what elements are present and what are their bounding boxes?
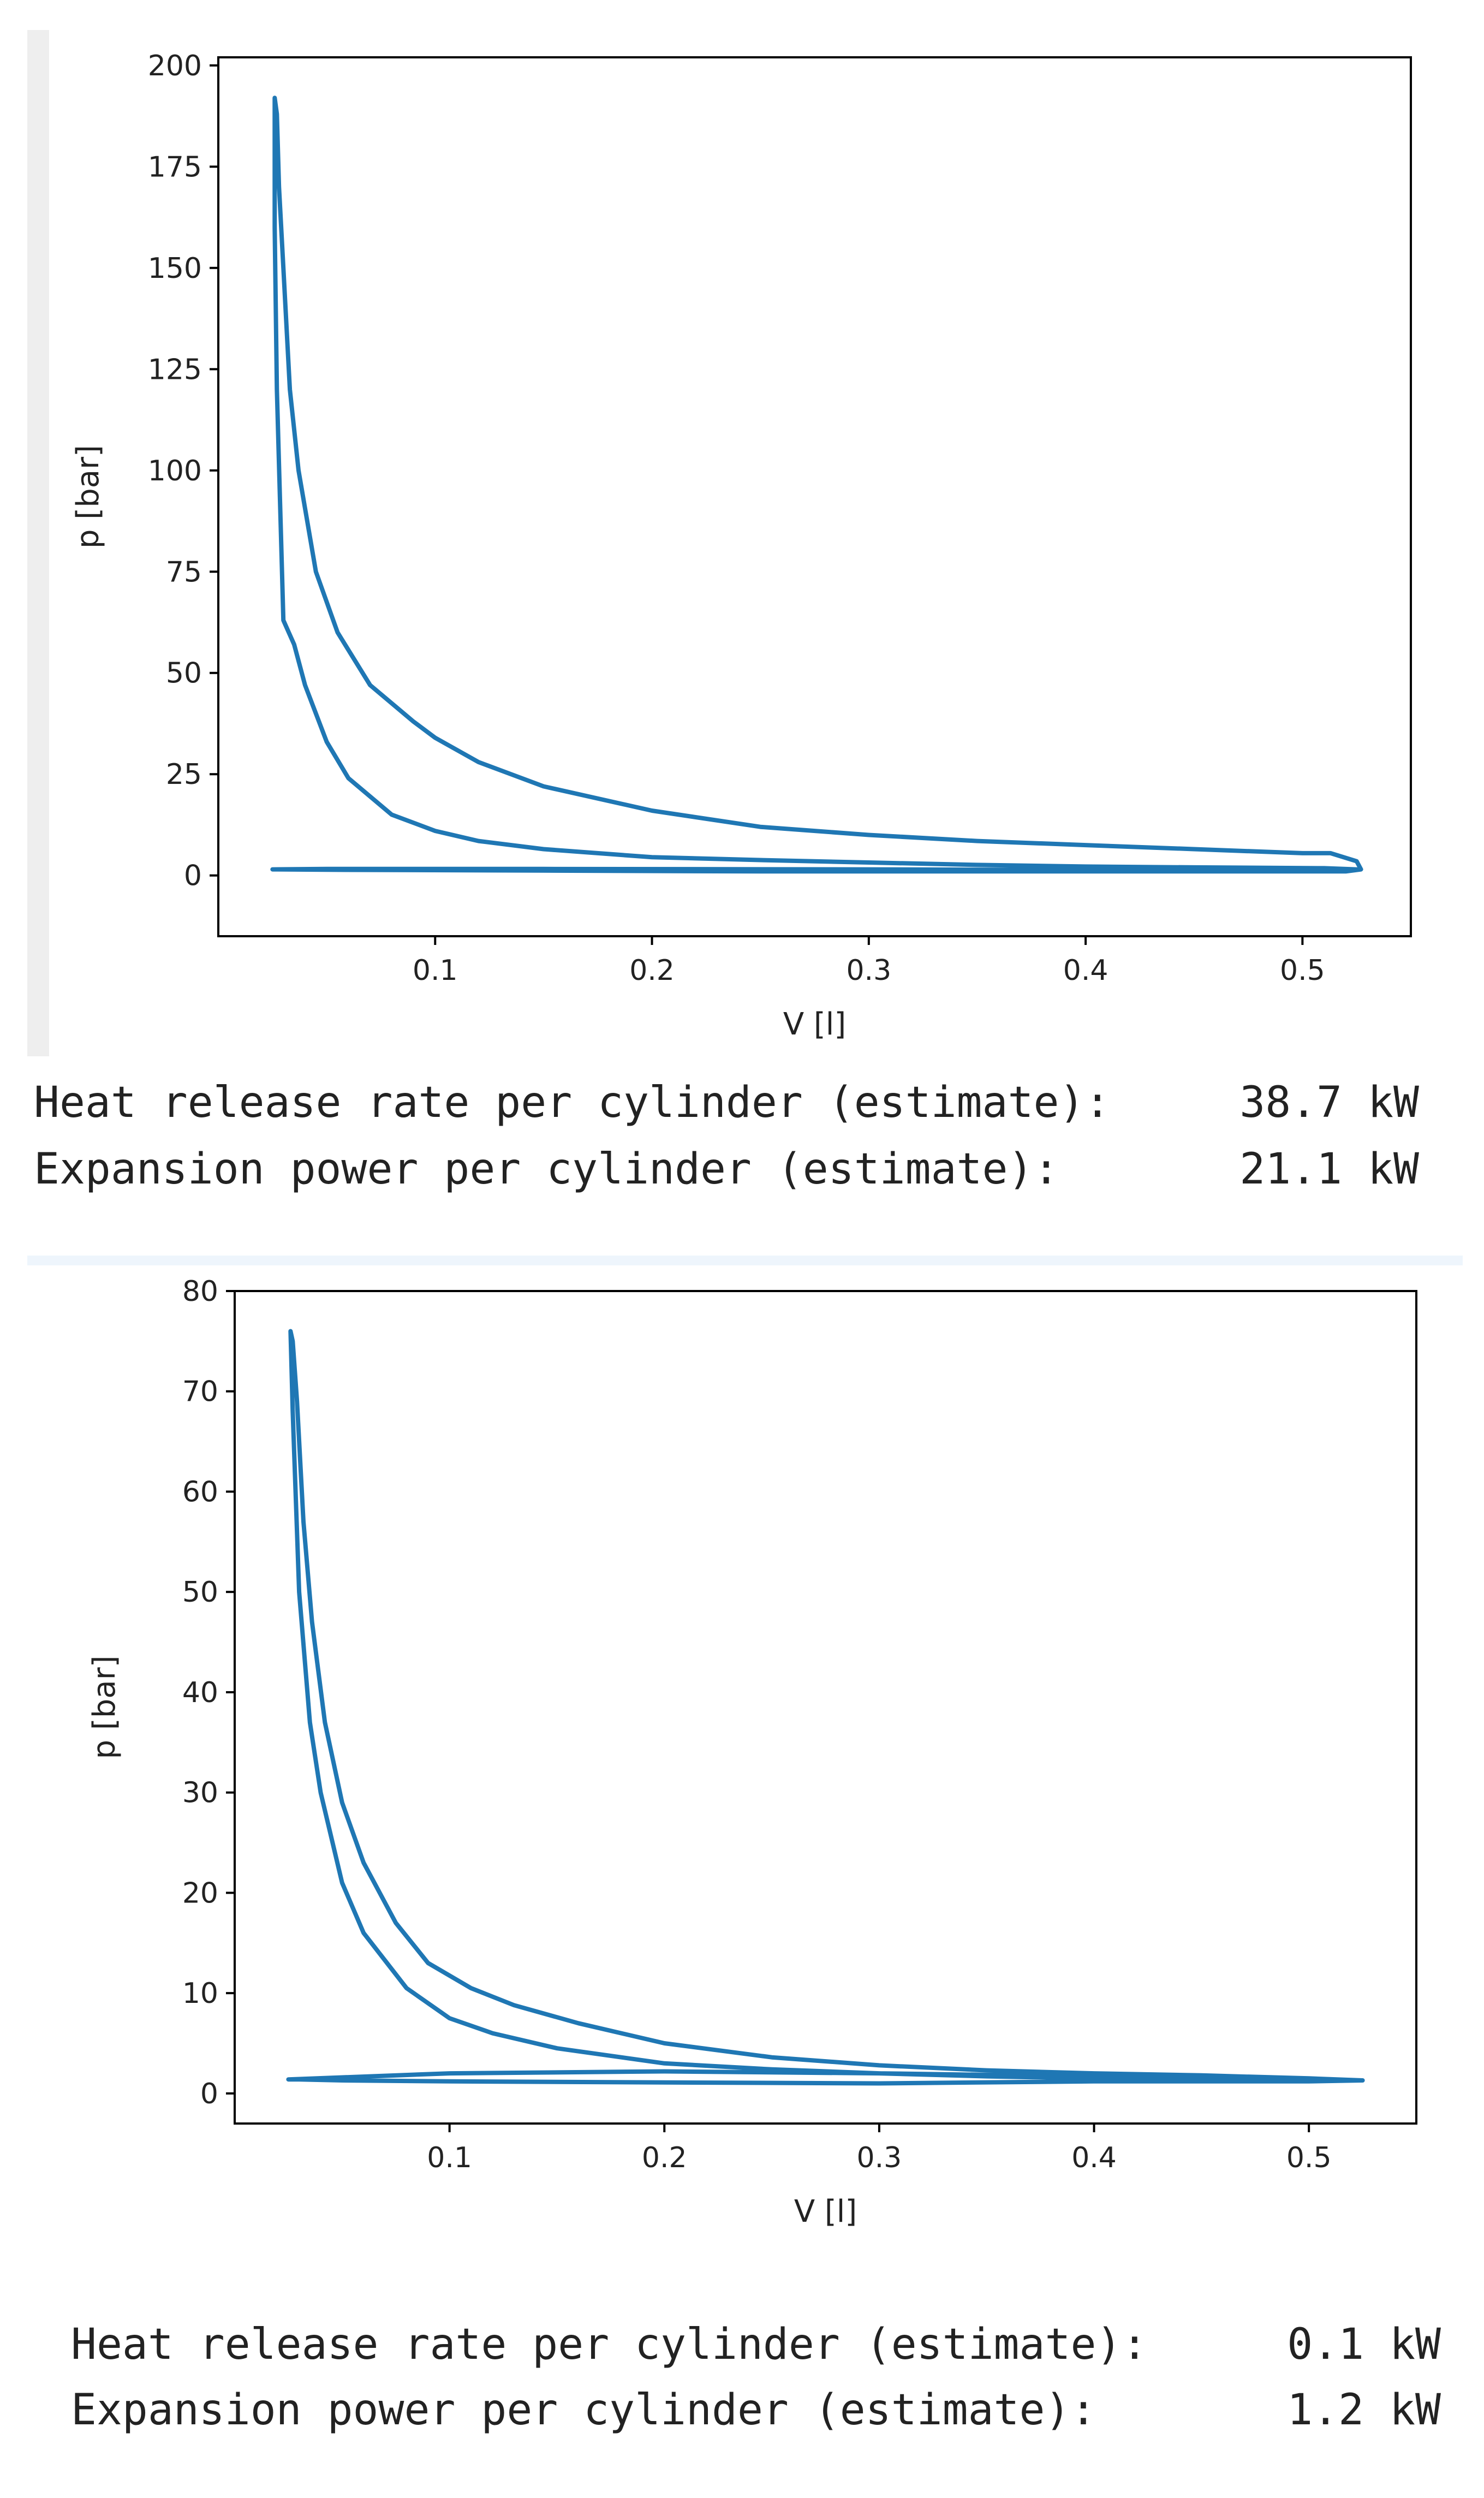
y-tick-label: 40 [182, 1676, 218, 1709]
axes-frame [234, 1290, 1417, 2125]
output-cell-2: 0.1 0.2 0.3 0.4 0.5 0 10 20 30 40 50 60 70 80 V [l] p [… [0, 1269, 1484, 2498]
heat-release-label-2: Heat release rate per cylinder (estimate… [71, 2320, 1148, 2369]
y-tick-label: 70 [182, 1376, 218, 1408]
output-cell-1: 0.1 0.2 0.3 0.4 0.5 0 25 50 75 100 125 150 175 200 V [… [0, 0, 1484, 1239]
x-tick-label: 0.3 [857, 2142, 902, 2174]
series-line [286, 1329, 1365, 2086]
y-tick-label: 150 [148, 252, 202, 285]
cell-separator [27, 1256, 1463, 1265]
y-tick-label: 50 [166, 657, 202, 690]
expansion-power-value-2: 1.2 kW [1287, 2386, 1441, 2435]
y-tick-label: 125 [148, 353, 202, 386]
expansion-power-label-1: Expansion power per cylinder (estimate): [34, 1145, 1059, 1194]
x-tick-label: 0.4 [1063, 954, 1108, 987]
series-line [270, 96, 1363, 874]
x-tick-label: 0.1 [413, 954, 458, 987]
y-tick-label: 25 [166, 758, 202, 791]
x-tick-label: 0.2 [642, 2142, 687, 2174]
axes-frame [217, 56, 1412, 937]
y-tick-label: 0 [184, 860, 202, 893]
x-tick-label: 0.5 [1280, 954, 1325, 987]
y-tick-label: 20 [182, 1877, 218, 1910]
y-tick-label: 30 [182, 1777, 218, 1810]
heat-release-value-2: 0.1 kW [1287, 2320, 1441, 2369]
y-tick-label: 200 [148, 50, 202, 82]
y-tick-label: 100 [148, 455, 202, 487]
pv-diagram-2: 0.1 0.2 0.3 0.4 0.5 0 10 20 30 40 50 60 70 80 V [l] p [… [87, 1275, 1417, 2229]
y-tick-label: 175 [148, 151, 202, 183]
y-tick-label: 75 [166, 556, 202, 588]
y-axis-label: p [bar] [87, 1656, 122, 1759]
x-tick-label: 0.2 [629, 954, 675, 987]
pv-diagram-1: 0.1 0.2 0.3 0.4 0.5 0 25 50 75 100 125 150 175 200 V [… [70, 50, 1412, 1042]
x-tick-label: 0.3 [846, 954, 891, 987]
heat-release-value-1: 38.7 kW [1239, 1078, 1419, 1127]
y-tick-label: 60 [182, 1476, 218, 1508]
x-tick-label: 0.1 [427, 2142, 472, 2174]
cell-gutter [27, 30, 49, 1056]
x-axis-label: V [l] [783, 1007, 846, 1042]
expansion-power-value-1: 21.1 kW [1239, 1145, 1419, 1194]
y-tick-label: 0 [200, 2078, 218, 2110]
x-tick-label: 0.5 [1286, 2142, 1332, 2174]
heat-release-label-1: Heat release rate per cylinder (estimate… [34, 1078, 1111, 1127]
y-tick-label: 50 [182, 1576, 218, 1609]
expansion-power-label-2: Expansion power per cylinder (estimate): [71, 2386, 1096, 2435]
x-axis-label: V [l] [794, 2194, 857, 2229]
y-tick-label: 10 [182, 1977, 218, 2010]
y-tick-label: 80 [182, 1275, 218, 1308]
y-axis-label: p [bar] [70, 445, 106, 549]
x-tick-label: 0.4 [1071, 2142, 1117, 2174]
